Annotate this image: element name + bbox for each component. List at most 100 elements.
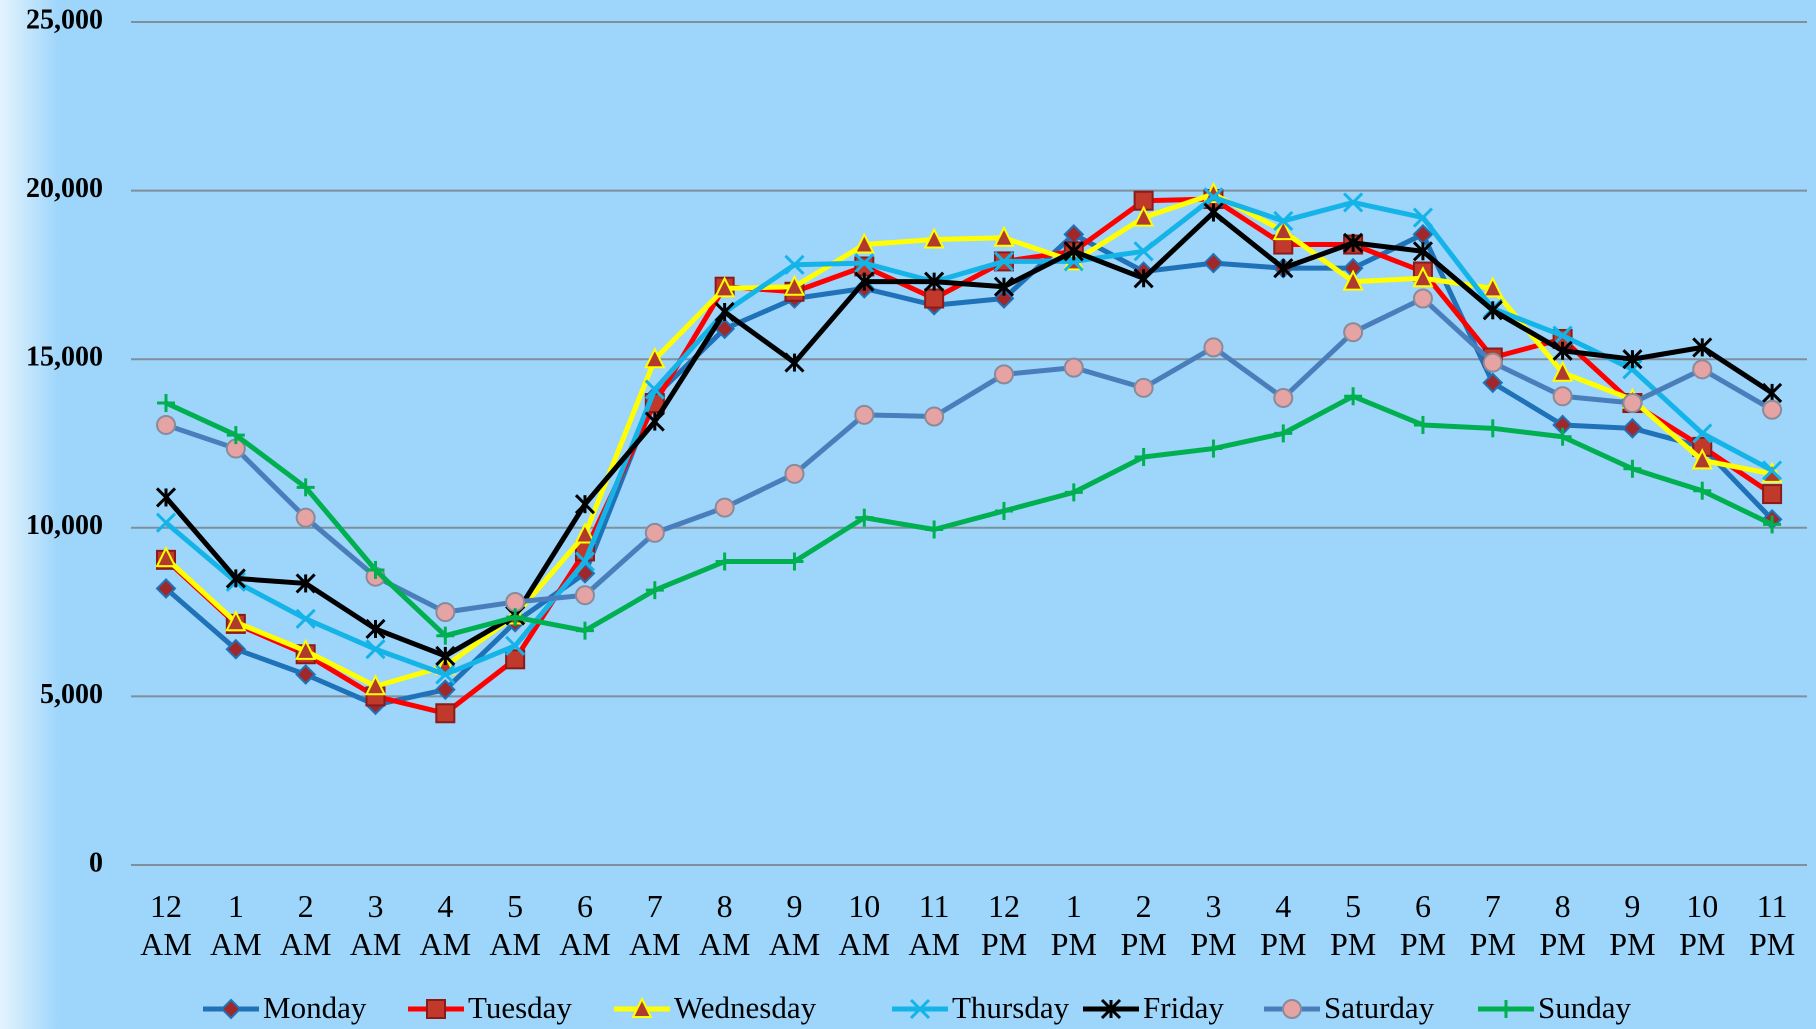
marker-shape [1762, 460, 1783, 481]
marker [155, 578, 177, 599]
marker-shape [1412, 288, 1433, 309]
marker [1204, 439, 1223, 458]
marker-shape [1761, 461, 1783, 483]
marker-shape [1692, 423, 1713, 444]
marker [1692, 423, 1713, 444]
marker [1134, 447, 1153, 466]
marker [505, 635, 526, 656]
legend-label: Monday [263, 990, 367, 1025]
marker [1273, 210, 1294, 232]
marker-shape [364, 674, 387, 696]
marker [1622, 417, 1643, 439]
marker [1552, 325, 1573, 346]
marker-shape [854, 404, 875, 425]
x-tick-label: 1 AM [210, 888, 262, 962]
marker [714, 276, 736, 298]
marker-shape [784, 254, 805, 275]
marker [1412, 288, 1433, 309]
marker-shape [714, 497, 735, 518]
marker [1553, 427, 1572, 446]
marker [156, 414, 176, 435]
marker-shape [295, 608, 316, 629]
marker [1133, 241, 1154, 262]
marker [854, 271, 875, 292]
marker-shape [924, 406, 945, 427]
marker [1413, 415, 1432, 434]
marker [157, 394, 175, 413]
x-tick-label: 8 PM [1539, 888, 1586, 962]
marker [994, 501, 1013, 520]
marker-shape [1063, 357, 1084, 378]
legend-label: Tuesday [468, 990, 572, 1025]
marker-shape [923, 227, 945, 249]
marker [1344, 387, 1363, 406]
marker [1100, 998, 1122, 1020]
marker [574, 551, 596, 572]
marker [993, 364, 1014, 385]
x-tick-label: 10 PM [1679, 888, 1726, 962]
marker-shape [220, 998, 242, 1020]
marker-shape [1342, 269, 1364, 291]
marker-shape [1691, 448, 1713, 470]
x-tick-label: 3 AM [349, 888, 402, 962]
y-tick-label: 0 [89, 847, 103, 878]
legend-label: Wednesday [674, 990, 817, 1025]
marker [924, 406, 945, 427]
marker [1203, 187, 1224, 208]
marker [993, 288, 1015, 309]
series-line [164, 194, 1774, 677]
marker-shape [426, 999, 446, 1019]
marker [365, 639, 386, 660]
x-tick-label: 11 PM [1748, 888, 1796, 962]
marker [1203, 337, 1224, 358]
marker-shape [1762, 399, 1783, 420]
marker [574, 522, 596, 544]
marker [366, 560, 385, 579]
marker-shape [155, 545, 177, 568]
marker [645, 581, 664, 600]
series-line [164, 196, 1774, 716]
marker-shape [1343, 322, 1364, 343]
marker [436, 626, 455, 645]
marker-shape [1551, 360, 1574, 382]
marker [295, 638, 317, 660]
marker [1343, 232, 1364, 253]
x-tick-label: 9 PM [1609, 888, 1656, 962]
marker [506, 608, 525, 627]
marker [574, 585, 595, 606]
x-tick-label: 2 AM [279, 888, 332, 962]
marker [225, 638, 247, 660]
marker-shape [924, 288, 945, 309]
marker-shape [1622, 417, 1643, 439]
marker-shape [1552, 325, 1573, 346]
marker [854, 404, 875, 425]
marker-shape [644, 522, 665, 543]
marker [784, 463, 805, 484]
marker-shape [156, 414, 176, 435]
marker [925, 520, 944, 539]
marker [1552, 386, 1573, 407]
marker [435, 703, 456, 724]
marker [295, 608, 316, 629]
x-tick-label: 5 AM [489, 888, 541, 962]
marker [435, 645, 456, 666]
marker [155, 545, 177, 568]
marker [644, 346, 666, 369]
marker-shape [1203, 337, 1224, 358]
marker [1482, 372, 1504, 394]
marker-shape [1412, 266, 1434, 288]
x-tick-label: 12 AM [140, 888, 192, 962]
legend-item: Wednesday [614, 990, 817, 1025]
marker [1762, 382, 1783, 403]
marker [909, 998, 931, 1020]
marker [1762, 484, 1783, 505]
marker-shape [993, 288, 1015, 309]
marker-shape [435, 703, 456, 724]
marker [295, 507, 316, 528]
legend-item: Saturday [1264, 990, 1435, 1025]
marker-shape [1282, 999, 1302, 1019]
marker [365, 618, 386, 640]
marker [1622, 349, 1643, 370]
marker [1691, 448, 1713, 470]
